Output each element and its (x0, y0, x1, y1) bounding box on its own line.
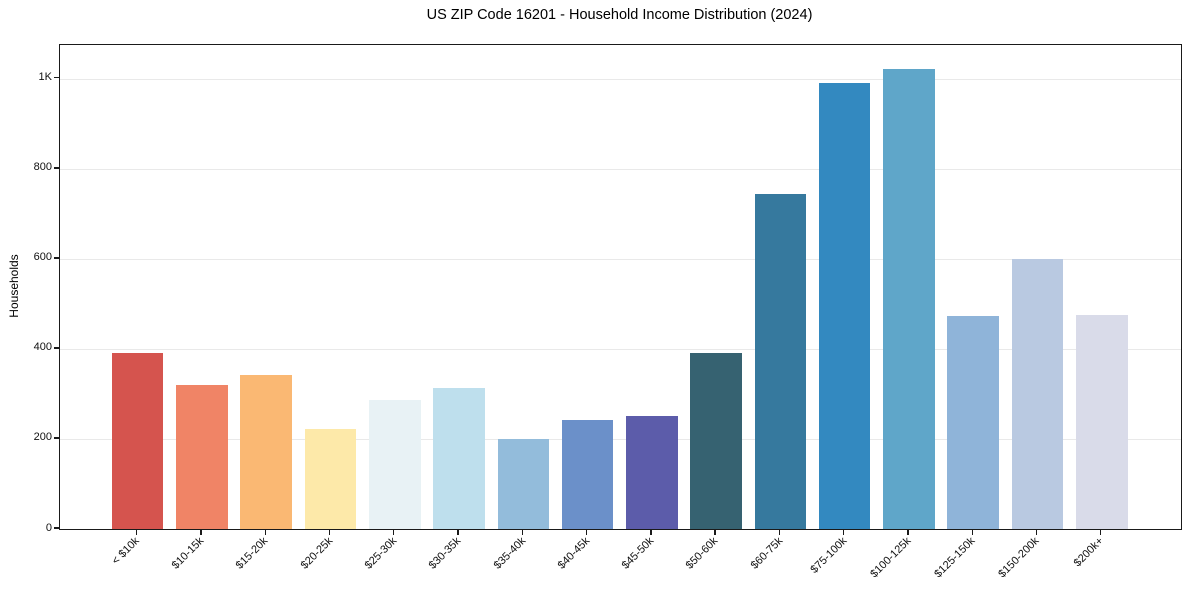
y-tick-mark (54, 347, 59, 349)
y-tick-label: 600 (33, 251, 52, 264)
x-tick-label: $45-50k (619, 535, 657, 572)
x-tick-mark (907, 529, 909, 535)
x-tick-mark (650, 529, 652, 535)
y-tick-mark (54, 257, 59, 259)
x-tick-label: $60-75k (748, 535, 785, 572)
gridline (60, 78, 1181, 80)
x-tick-mark (200, 529, 202, 535)
plot-area (59, 44, 1182, 530)
bar-$50-60k (690, 353, 742, 529)
x-tick-label: $25-30k (362, 535, 400, 572)
y-tick-mark (54, 167, 59, 169)
gridline (60, 258, 1181, 260)
gridline (60, 168, 1181, 170)
x-tick-label: $30-35k (426, 535, 464, 572)
y-tick-label: 200 (33, 431, 52, 444)
y-tick-label: 400 (33, 341, 52, 354)
x-tick-mark (778, 529, 781, 535)
x-tick-mark (393, 529, 395, 535)
x-tick-mark (264, 529, 266, 535)
x-tick-label: $20-25k (298, 535, 336, 572)
x-tick-mark (585, 529, 588, 535)
bar-$35-40k (497, 438, 550, 529)
x-tick-label: $50-60k (684, 535, 721, 572)
x-tick-mark (136, 529, 138, 535)
chart-title: US ZIP Code 16201 - Household Income Dis… (426, 7, 813, 23)
y-tick-mark (54, 77, 59, 79)
x-tick-label: $100-125k (868, 535, 914, 581)
bar-< $10k (111, 353, 164, 529)
bar-$25-30k (369, 399, 421, 529)
bar-$100-125k (883, 68, 935, 529)
x-tick-mark (714, 529, 716, 535)
y-tick-label: 0 (45, 521, 52, 534)
x-tick-label: $75-100k (808, 535, 850, 576)
x-tick-mark (457, 529, 459, 535)
x-tick-label: $125-150k (932, 535, 978, 581)
x-tick-mark (842, 529, 845, 535)
y-tick-mark (54, 527, 59, 529)
x-tick-label: $35-40k (491, 535, 528, 572)
y-tick-mark (54, 437, 59, 439)
x-tick-mark (328, 529, 331, 535)
bar-$20-25k (304, 429, 357, 529)
gridline (60, 438, 1181, 440)
x-tick-label: $150-200k (996, 535, 1042, 581)
bar-$45-50k (626, 415, 678, 529)
bar-$200k+ (1076, 315, 1128, 529)
bar-$10-15k (176, 384, 228, 529)
x-tick-mark (521, 529, 523, 535)
x-tick-mark (971, 529, 973, 535)
x-tick-mark (1035, 529, 1038, 535)
gridline (60, 348, 1181, 350)
bar-$40-45k (561, 420, 614, 529)
bar-$125-150k (947, 316, 999, 529)
x-tick-label: < $10k (110, 535, 143, 568)
bar-$75-100k (818, 83, 871, 529)
x-tick-label: $15-20k (234, 535, 271, 572)
bar-$150-200k (1011, 259, 1064, 529)
bar-$60-75k (754, 194, 807, 529)
x-tick-label: $10-15k (169, 535, 207, 572)
bar-$30-35k (433, 387, 485, 529)
x-tick-label: $200k+ (1072, 535, 1107, 570)
bar-$15-20k (240, 374, 292, 529)
y-tick-label: 1K (38, 71, 52, 84)
x-tick-mark (1100, 529, 1102, 535)
y-tick-label: 800 (33, 161, 52, 174)
x-tick-label: $40-45k (555, 535, 593, 572)
